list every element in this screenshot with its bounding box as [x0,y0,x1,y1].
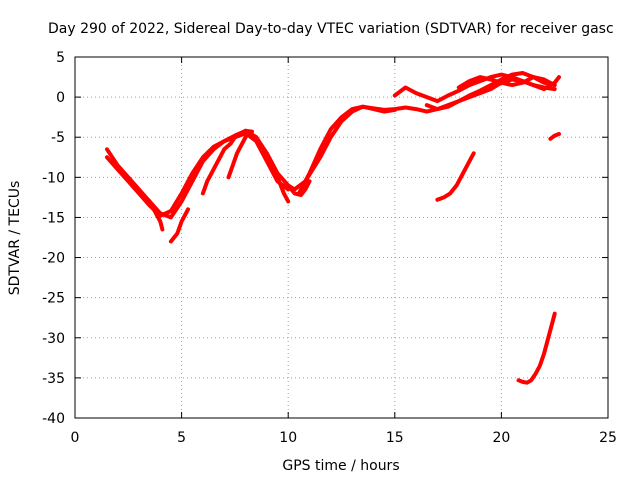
x-tick-label: 10 [279,430,297,446]
series-track-8 [286,179,312,197]
x-tick-label: 0 [71,430,80,446]
y-tick-label: -30 [42,331,65,347]
y-tick-label: 5 [56,50,65,66]
tick-layer: 0 5 10 15 20 25 5 0 -5 -10 -15 -20 -25 -30 -35 -40 [42,50,617,446]
series-track-9 [296,71,557,196]
series-track-15 [516,311,557,385]
series-track-7 [243,128,291,204]
chart-title: Day 290 of 2022, Sidereal Day-to-day VTE… [48,21,614,37]
y-tick-label: -35 [42,371,65,387]
plot-frame [74,56,609,419]
series-track-4 [168,207,190,244]
series-track-12 [456,75,557,90]
y-axis-title: SDTVAR / TECUs [7,181,23,296]
y-tick-label: -10 [42,170,65,186]
x-axis-title: GPS time / hours [282,458,399,474]
x-tick-label: 20 [492,430,510,446]
series-layer [105,71,561,385]
y-tick-label: -15 [42,210,65,226]
grid-layer [75,57,608,418]
y-tick-label: -25 [42,291,65,307]
x-tick-label: 5 [177,430,186,446]
series-track-13 [435,151,476,202]
y-tick-label: -5 [51,130,65,146]
series-track-6 [226,135,248,180]
series-track-5 [200,128,254,196]
series-track-3 [147,199,165,232]
y-tick-label: 0 [56,90,65,106]
x-tick-label: 15 [386,430,404,446]
x-tick-label: 25 [599,430,617,446]
series-track-11 [424,75,561,112]
series-track-14 [548,132,561,141]
y-tick-label: -40 [42,411,65,427]
y-tick-label: -20 [42,251,65,267]
